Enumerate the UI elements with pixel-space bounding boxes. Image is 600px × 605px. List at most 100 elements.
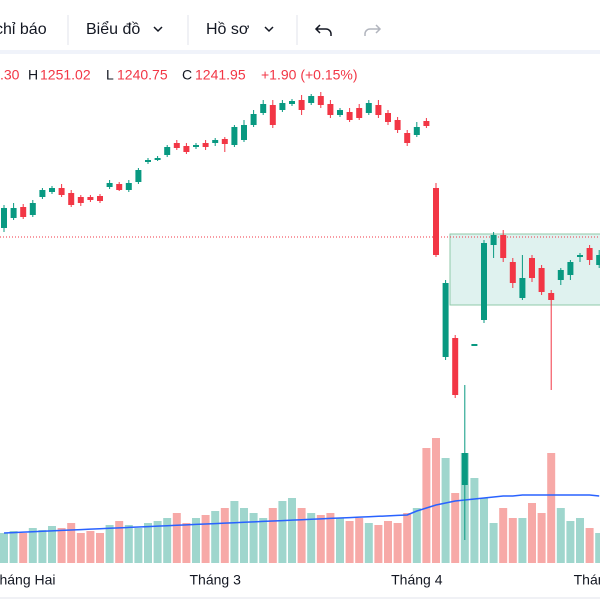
volume-bar (537, 513, 546, 563)
volume-bar (28, 528, 37, 563)
candle-body (269, 105, 276, 125)
volume-bar (355, 518, 364, 563)
candle-body (125, 183, 132, 190)
volume-bar (211, 511, 220, 563)
candle-body (49, 188, 55, 192)
volume-bar (307, 513, 316, 563)
volume-bar (489, 523, 498, 563)
volume-bar (38, 530, 47, 563)
candle-body (481, 243, 487, 320)
volume-bar (441, 458, 450, 563)
candle-body (241, 125, 247, 140)
candle-body (577, 255, 583, 257)
candle-body (145, 160, 151, 162)
volume-bar (57, 528, 66, 563)
volume-bar (384, 521, 392, 563)
x-tick-label: Tháng 4 (391, 572, 443, 588)
volume-bar (115, 521, 124, 563)
candle-body (164, 147, 171, 155)
candle-body (221, 139, 228, 144)
volume-bar (326, 513, 335, 563)
volume-bar (470, 478, 479, 563)
volume-bar (182, 523, 191, 563)
candle-body (442, 283, 449, 357)
volume-bar (163, 518, 172, 563)
x-tick-label: Tháng 3 (190, 572, 242, 588)
volume-bar (499, 508, 508, 563)
toolbar-border (0, 50, 600, 54)
volume-bar (144, 523, 152, 563)
candle-body (317, 96, 324, 105)
candle-body (471, 344, 478, 346)
volume-bar (585, 528, 594, 563)
candle-body (538, 268, 545, 292)
volume-bar (393, 523, 402, 563)
volume-bar (220, 508, 229, 563)
candle-body (183, 146, 190, 152)
candle-body (385, 113, 391, 122)
candle-body (461, 453, 468, 485)
candle-body (509, 262, 516, 283)
volume-bar (528, 503, 536, 563)
candle-body (557, 270, 564, 280)
candle-body (173, 143, 180, 148)
volume-bar (124, 525, 133, 563)
volume-bar (518, 518, 527, 563)
volume-bar (9, 531, 18, 563)
candle-body (97, 196, 103, 201)
undo-button[interactable] (314, 24, 332, 36)
volume-bar (134, 528, 143, 563)
volume-bar (451, 493, 460, 563)
volume-bar (595, 533, 600, 563)
candle-body (567, 262, 574, 275)
legend-label: L (106, 67, 114, 83)
legend-label: C (182, 67, 192, 83)
candle-body (529, 258, 535, 278)
candle-body (154, 158, 161, 160)
volume-bar (67, 523, 76, 563)
volume-bar (192, 518, 200, 563)
candle-body (116, 184, 123, 190)
candle-body (365, 103, 372, 113)
candle-body (433, 188, 439, 255)
candle-body (20, 207, 27, 217)
profile-button[interactable]: Hồ sơ (206, 21, 250, 38)
candle-body (231, 127, 238, 145)
candle-body (202, 143, 209, 147)
candle-body (327, 104, 334, 115)
volume-bar (412, 508, 421, 563)
volume-bar (403, 513, 412, 563)
candle-body (356, 108, 363, 118)
volume-bar (172, 513, 181, 563)
candle-body (423, 121, 430, 126)
chevron (264, 26, 274, 33)
candle-body (250, 114, 257, 125)
redo-button[interactable] (364, 24, 382, 36)
volume-bar (422, 448, 431, 563)
chart-button[interactable]: Biểu đồ (86, 20, 140, 38)
volume-bar (288, 498, 296, 563)
candle-body (212, 140, 219, 143)
candle-body (490, 235, 497, 245)
indicators-button[interactable]: chỉ báo (0, 21, 47, 38)
candle-body (548, 293, 555, 300)
volume-bar (259, 518, 268, 563)
volume-bar (230, 501, 239, 563)
legend-close: 1241.95 (195, 67, 246, 83)
candle-body (1, 208, 7, 228)
legend-low: 1240.75 (117, 67, 168, 83)
candle-body (106, 183, 113, 187)
volume-bar (268, 508, 277, 563)
volume-bar (240, 508, 248, 563)
candle-body (375, 105, 382, 115)
legend-high: 1251.02 (40, 67, 91, 83)
candle-body (500, 235, 507, 258)
candle-body (308, 96, 315, 103)
volume-bar (278, 501, 287, 563)
volume-bar (374, 525, 383, 563)
volume-bar (364, 523, 373, 563)
candle-body (404, 133, 411, 143)
candle-body (29, 203, 36, 215)
volume-bar (48, 526, 56, 563)
candle-body (289, 101, 295, 104)
